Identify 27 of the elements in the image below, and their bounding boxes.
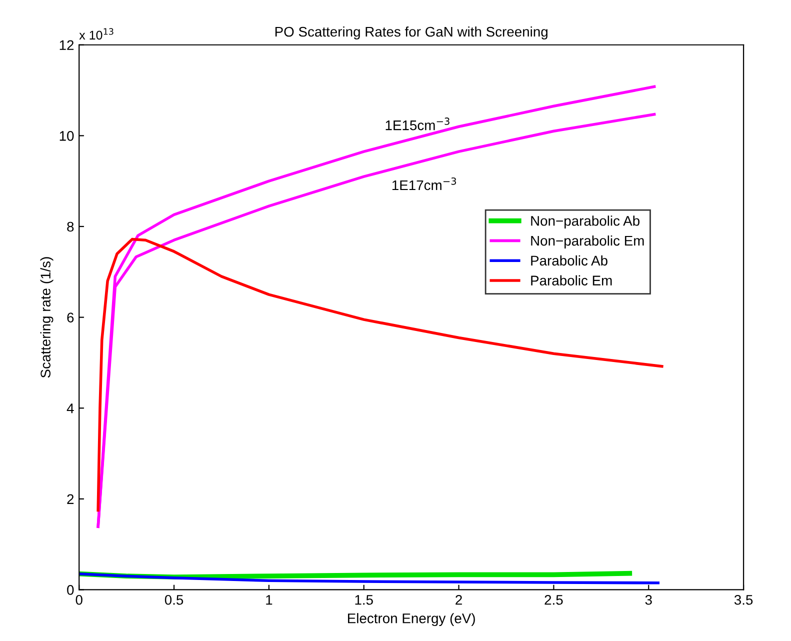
y-tick-label: 12 [60,40,74,50]
x-tick-label: 1.5 [355,595,373,605]
legend-label: Parabolic Ab [531,255,608,266]
chart-title: PO Scattering Rates for GaN with Screening [275,26,548,40]
text: x 10$^{13}$ [79,28,114,40]
y-tick-label: 0 [67,585,74,595]
y-tick-label: 2 [67,494,74,504]
x-tick-label: 0 [76,594,82,605]
annotation: 1E17cm$^{−3}$ [392,177,456,190]
y-tick-label: 8 [67,222,74,232]
legend-label: Non−parabolic Ab [531,216,640,229]
legend-label: Non−parabolic Em [531,235,644,248]
x-axis-title: Electron Energy (eV) [348,613,475,626]
x-tick-label: 2.5 [544,594,563,605]
legend-label: Parabolic Em [531,275,612,286]
y-axis-title: Scattering rate (1/s) [40,257,54,378]
x-tick-label: 1 [266,595,272,605]
x-tick-label: 3.5 [734,594,753,605]
line-series [79,572,660,584]
x-tick-label: 3 [645,594,652,605]
line-series [96,238,664,512]
annotation: 1E15cm$^{−3}$ [386,118,450,130]
y-tick-label: 10 [60,131,74,141]
y-tick-label: 4 [66,404,74,414]
y-tick-label: 6 [67,312,74,322]
x-tick-label: 2 [456,594,462,605]
x-tick-label: 0.5 [164,594,184,605]
